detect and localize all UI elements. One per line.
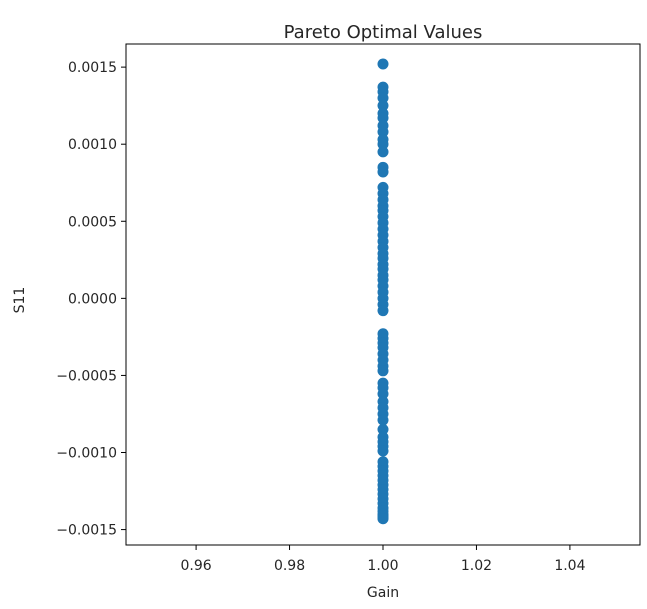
y-tick-label: 0.0010 (68, 137, 117, 153)
data-points (377, 58, 389, 525)
y-tick-label: 0.0005 (68, 214, 117, 230)
x-tick-label: 0.96 (181, 558, 212, 574)
data-point (377, 112, 389, 124)
data-point (377, 423, 389, 435)
x-tick-label: 0.98 (274, 558, 305, 574)
x-tick-label: 1.02 (461, 558, 492, 574)
data-point (377, 388, 389, 400)
data-point (377, 305, 389, 317)
y-tick-label: −0.0015 (56, 523, 117, 539)
y-tick-label: −0.0010 (56, 446, 117, 462)
data-point (377, 146, 389, 158)
data-point (377, 414, 389, 426)
y-tick-label: −0.0005 (56, 368, 117, 384)
data-point (377, 166, 389, 178)
y-tick-label: 0.0000 (68, 291, 117, 307)
chart-title: Pareto Optimal Values (284, 22, 483, 43)
data-point (377, 100, 389, 112)
data-point (377, 58, 389, 70)
data-point (377, 92, 389, 104)
x-axis-title: Gain (367, 585, 399, 601)
data-point (377, 138, 389, 150)
data-point (377, 513, 389, 525)
data-point (377, 445, 389, 457)
data-point (377, 365, 389, 377)
x-tick-label: 1.04 (554, 558, 585, 574)
x-axis: 0.96 0.98 1.00 1.02 1.04 (181, 545, 586, 574)
x-tick-label: 1.00 (367, 558, 398, 574)
y-axis-title: S11 (12, 287, 28, 314)
y-axis: 0.0015 0.0010 0.0005 0.0000 −0.0005 −0.0010 −0… (56, 60, 126, 539)
data-point (377, 126, 389, 138)
y-tick-label: 0.0015 (68, 60, 117, 76)
